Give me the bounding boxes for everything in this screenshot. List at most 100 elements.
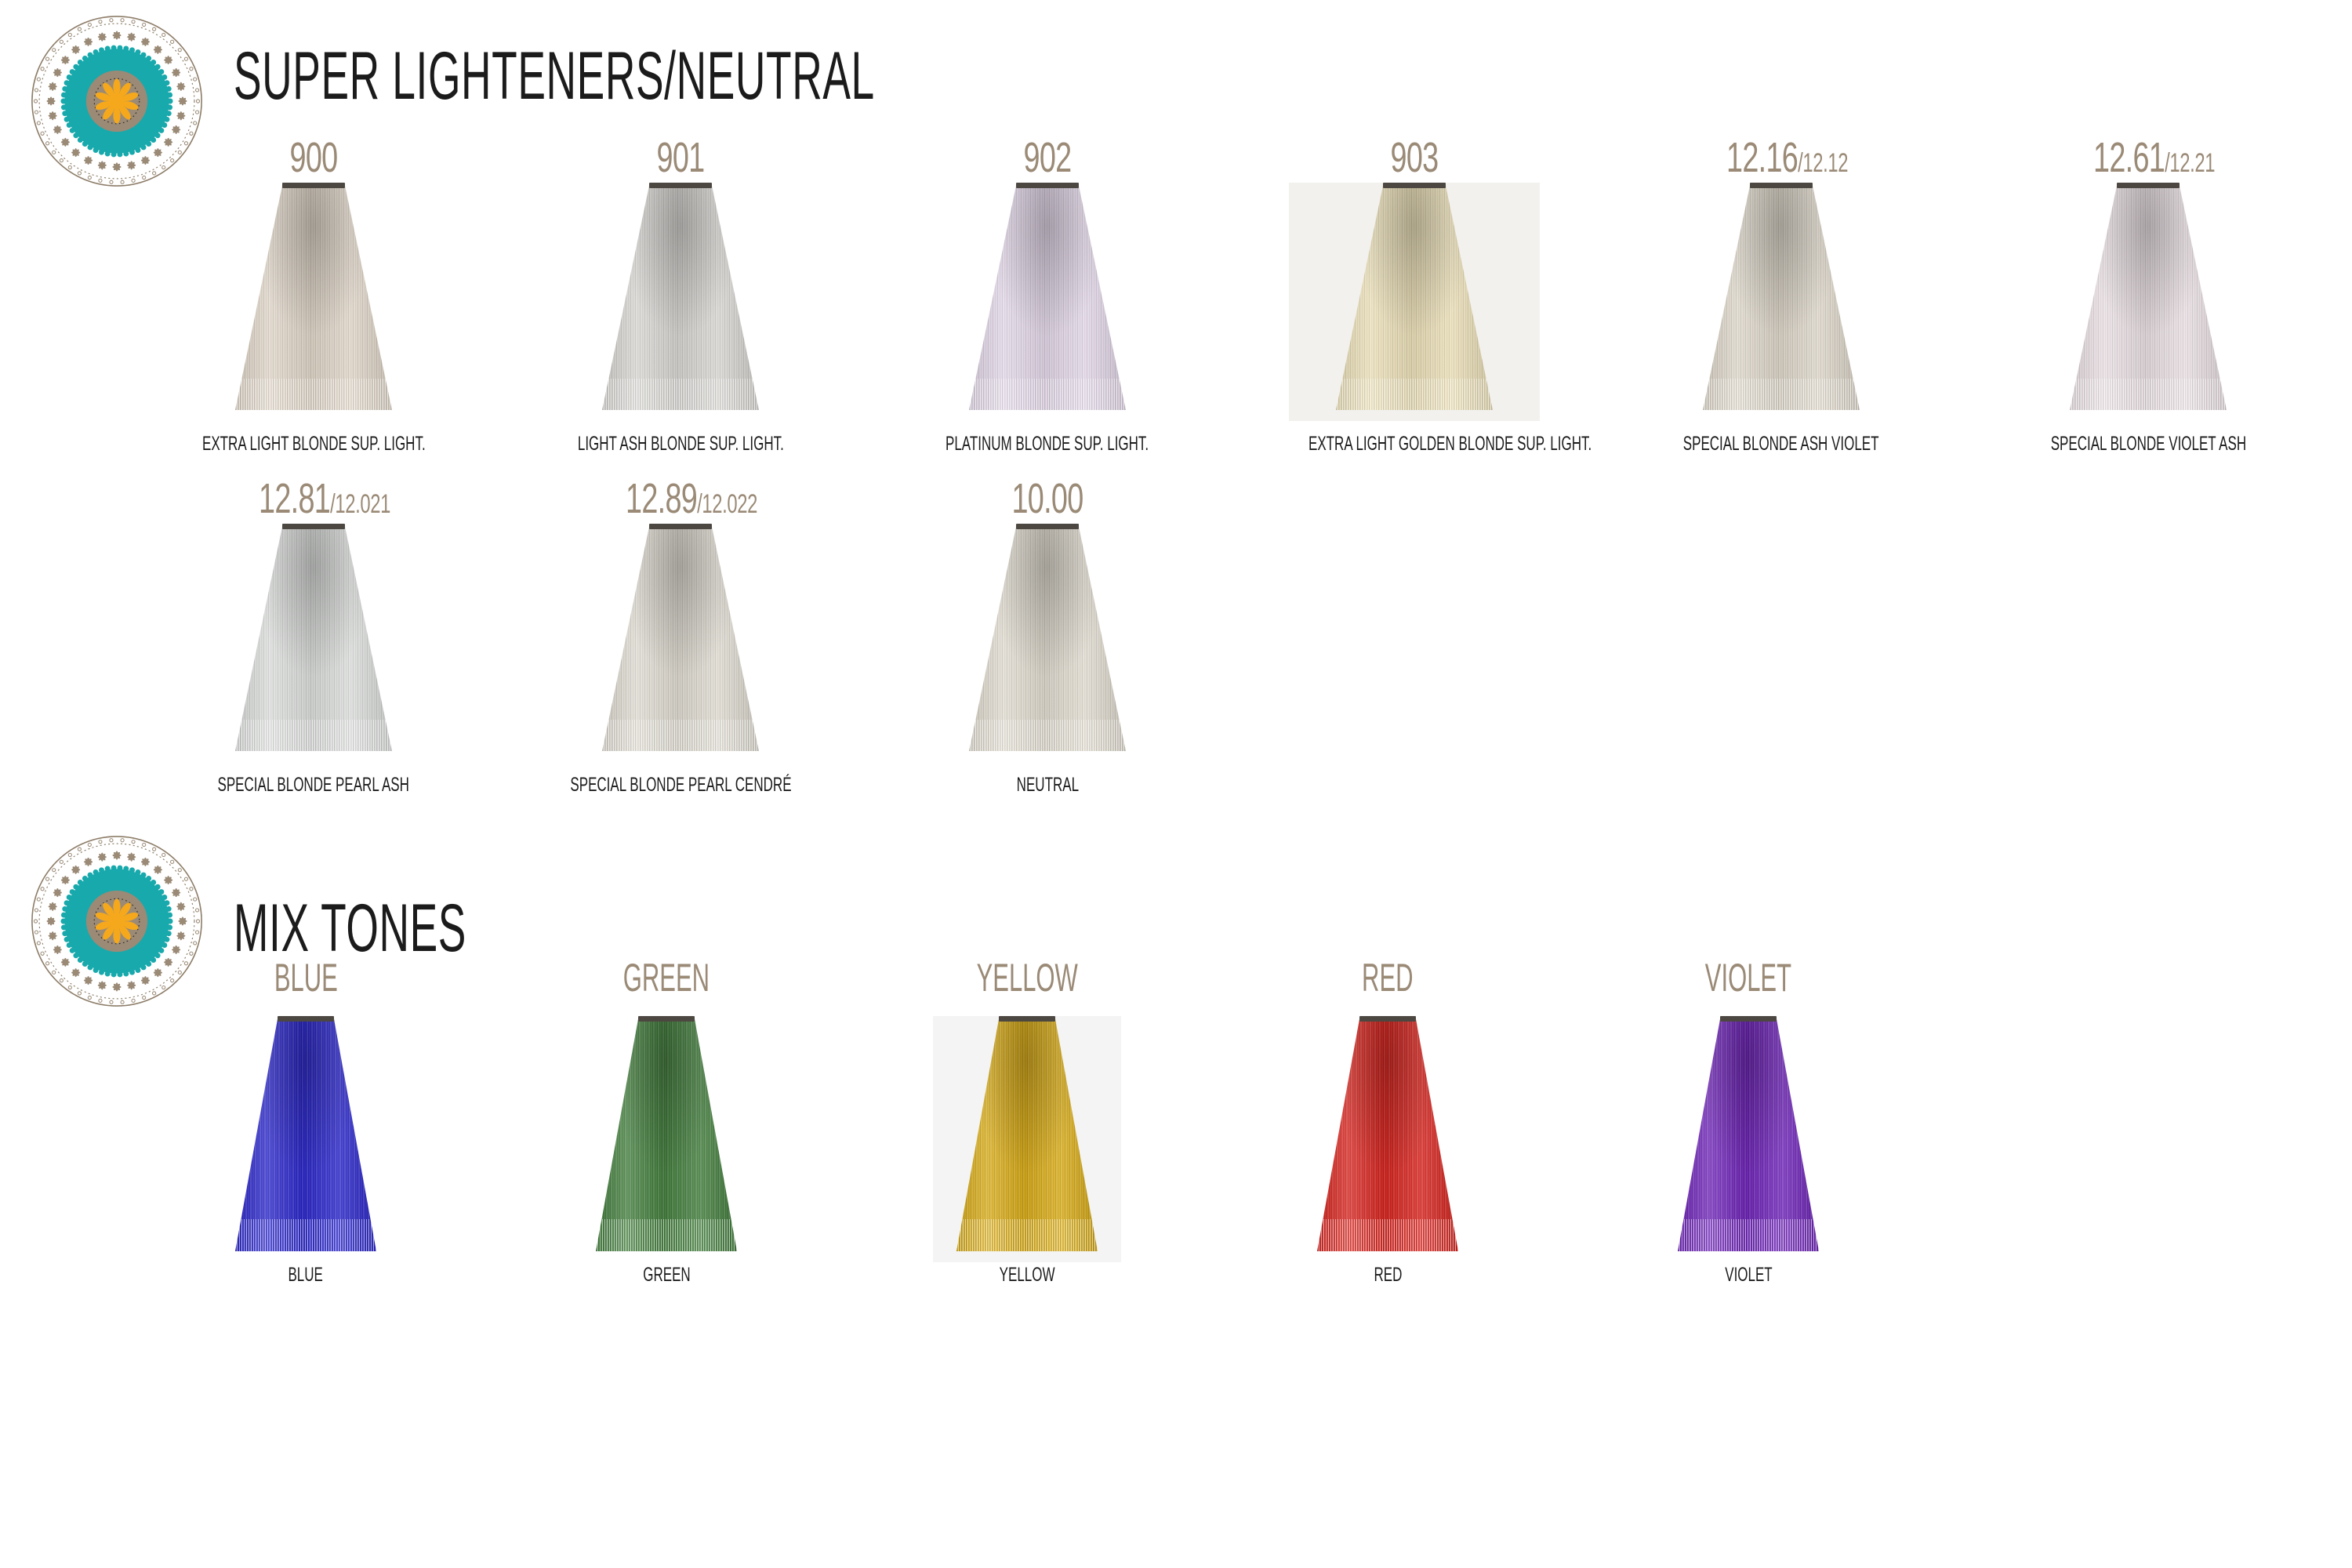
swatch-code: YELLOW [862, 955, 1192, 1000]
hair-shading [235, 1019, 376, 1251]
swatch-code: GREEN [502, 955, 831, 1000]
swatch-root-clamp [638, 1016, 695, 1022]
swatch-name: GREEN [502, 1264, 831, 1287]
hair-strands [2070, 186, 2227, 410]
hair-swatch[interactable] [235, 1016, 376, 1251]
hair-swatch[interactable] [1703, 183, 1860, 410]
swatch-background [188, 524, 439, 762]
swatch-root-clamp [1359, 1016, 1416, 1022]
swatch-name-text: EXTRA LIGHT GOLDEN BLONDE SUP. LIGHT. [1308, 433, 1592, 455]
hair-swatch[interactable] [602, 183, 759, 410]
swatch-code: RED [1223, 955, 1552, 1000]
swatch-name-text: NEUTRAL [1016, 774, 1079, 796]
swatch-name: NEUTRAL [875, 774, 1220, 797]
swatch-code-primary: 12.81 [259, 475, 331, 522]
mandala-logo-icon [31, 836, 202, 1007]
hair-strands [1703, 186, 1860, 410]
swatch-root-clamp [649, 524, 712, 529]
swatch-code-alternate: /12.12 [1798, 148, 1849, 178]
hair-tips [1336, 378, 1493, 410]
swatch-name: YELLOW [862, 1264, 1192, 1287]
hair-swatch[interactable] [596, 1016, 737, 1251]
hair-tips [235, 1218, 376, 1251]
swatch-background [555, 524, 806, 762]
swatch-name-text: BLUE [288, 1264, 324, 1286]
swatch-background [933, 1016, 1121, 1262]
swatch-code-primary: 12.89 [626, 475, 698, 522]
hair-tips [969, 378, 1126, 410]
hair-tips [969, 719, 1126, 751]
hair-tips [2070, 378, 2227, 410]
swatch-name: PLATINUM BLONDE SUP. LIGHT. [875, 433, 1220, 456]
hair-strands [596, 1019, 737, 1251]
hair-strands [956, 1019, 1098, 1251]
hair-strands [602, 186, 759, 410]
swatch-code-primary: 901 [656, 134, 706, 181]
hair-tips [235, 719, 392, 751]
swatch-name: SPECIAL BLONDE ASH VIOLET [1609, 433, 1954, 456]
swatch-root-clamp [999, 1016, 1055, 1022]
swatch-code-alternate: /12.021 [330, 489, 391, 519]
swatch-background [572, 1016, 760, 1262]
hair-tips [235, 378, 392, 410]
hair-tips [596, 1218, 737, 1251]
swatch-code-alternate: /12.21 [2165, 148, 2216, 178]
hair-swatch[interactable] [969, 183, 1126, 410]
hair-tips [602, 719, 759, 751]
section-title-mix-tones: MIX TONES [234, 891, 466, 966]
mandala-logo [27, 11, 207, 191]
hair-swatch[interactable] [956, 1016, 1098, 1251]
hair-swatch[interactable] [235, 524, 392, 751]
swatch-background [1654, 1016, 1842, 1262]
swatch-name: LIGHT ASH BLONDE SUP. LIGHT. [508, 433, 853, 456]
swatch-name-text: YELLOW [999, 1264, 1055, 1286]
hair-shading [235, 186, 392, 410]
swatch-name: SPECIAL BLONDE PEARL ASH [141, 774, 486, 797]
swatch-name-text: SPECIAL BLONDE PEARL CENDRÉ [569, 774, 792, 796]
swatch-root-clamp [1720, 1016, 1777, 1022]
swatch-code: 12.16/12.12 [1726, 133, 1849, 182]
hair-strands [1678, 1019, 1819, 1251]
swatch-root-clamp [1383, 183, 1446, 188]
swatch-name-text: RED [1374, 1264, 1402, 1286]
swatch-code: BLUE [141, 955, 470, 1000]
swatch-code: 903 [1359, 133, 1469, 182]
hair-swatch[interactable] [2070, 183, 2227, 410]
hair-swatch[interactable] [1317, 1016, 1458, 1251]
swatch-background [1289, 183, 1540, 421]
hair-swatch[interactable] [602, 524, 759, 751]
hair-tips [602, 378, 759, 410]
hair-shading [602, 527, 759, 751]
swatch-code-primary: 903 [1390, 134, 1439, 181]
swatch-code-text: VIOLET [1704, 956, 1792, 1000]
swatch-background [1294, 1016, 1482, 1262]
swatch-name: EXTRA LIGHT BLONDE SUP. LIGHT. [141, 433, 486, 456]
swatch-code-primary: 12.61 [2093, 134, 2165, 181]
hair-strands [602, 527, 759, 751]
swatch-name-text: SPECIAL BLONDE VIOLET ASH [2050, 433, 2246, 455]
swatch-code: 12.89/12.022 [626, 474, 757, 523]
hair-swatch[interactable] [1678, 1016, 1819, 1251]
hair-swatch[interactable] [969, 524, 1126, 751]
swatch-root-clamp [2117, 183, 2180, 188]
swatch-name-text: VIOLET [1724, 1264, 1773, 1286]
swatch-background [2023, 183, 2274, 421]
swatch-background [212, 1016, 400, 1262]
hair-shading [1703, 186, 1860, 410]
hair-tips [1678, 1218, 1819, 1251]
hair-strands [235, 1019, 376, 1251]
swatch-root-clamp [1750, 183, 1813, 188]
hair-swatch[interactable] [235, 183, 392, 410]
swatch-code-primary: 902 [1023, 134, 1073, 181]
hair-swatch[interactable] [1336, 183, 1493, 410]
hair-strands [235, 527, 392, 751]
swatch-background [555, 183, 806, 421]
hair-shading [2070, 186, 2227, 410]
hair-strands [235, 186, 392, 410]
swatch-code-text: BLUE [274, 956, 338, 1000]
hair-strands [969, 527, 1126, 751]
hair-shading [596, 1019, 737, 1251]
swatch-name-text: PLATINUM BLONDE SUP. LIGHT. [946, 433, 1149, 455]
swatch-code-primary: 900 [289, 134, 339, 181]
